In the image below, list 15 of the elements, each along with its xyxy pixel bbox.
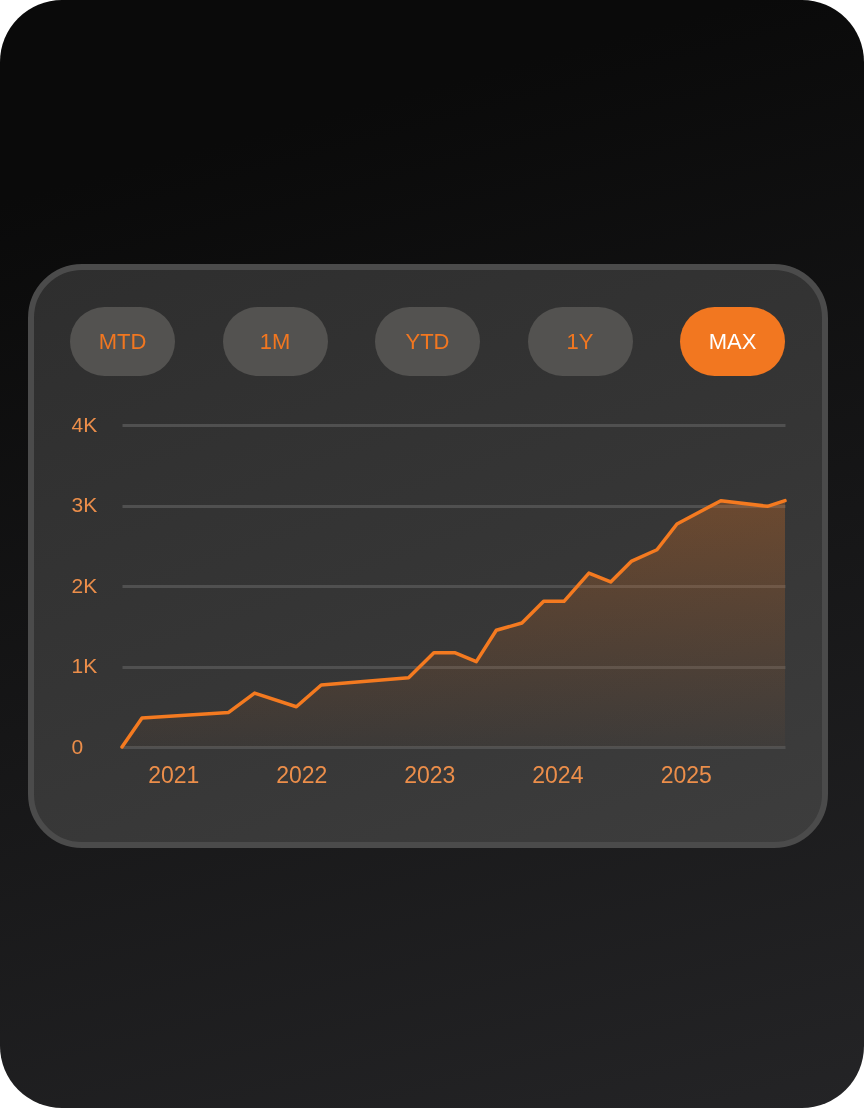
y-tick-label: 0 [71, 734, 84, 758]
x-tick-label: 2024 [532, 761, 584, 788]
text: MAX [680, 307, 785, 376]
x-tick-label: 2023 [404, 761, 456, 788]
text: 1M [222, 307, 328, 376]
text: YTD [375, 307, 480, 376]
y-tick-label: 3K [71, 493, 98, 516]
y-tick-label: 2K [71, 573, 98, 597]
y-tick-label: 4K [71, 412, 98, 436]
x-tick-label: 2022 [276, 761, 328, 788]
x-tick-label: 2025 [660, 761, 712, 788]
text: 1Y [527, 307, 633, 376]
text: MTD [70, 307, 175, 376]
y-tick-label: 1K [71, 654, 98, 677]
x-tick-label: 2021 [148, 761, 200, 788]
